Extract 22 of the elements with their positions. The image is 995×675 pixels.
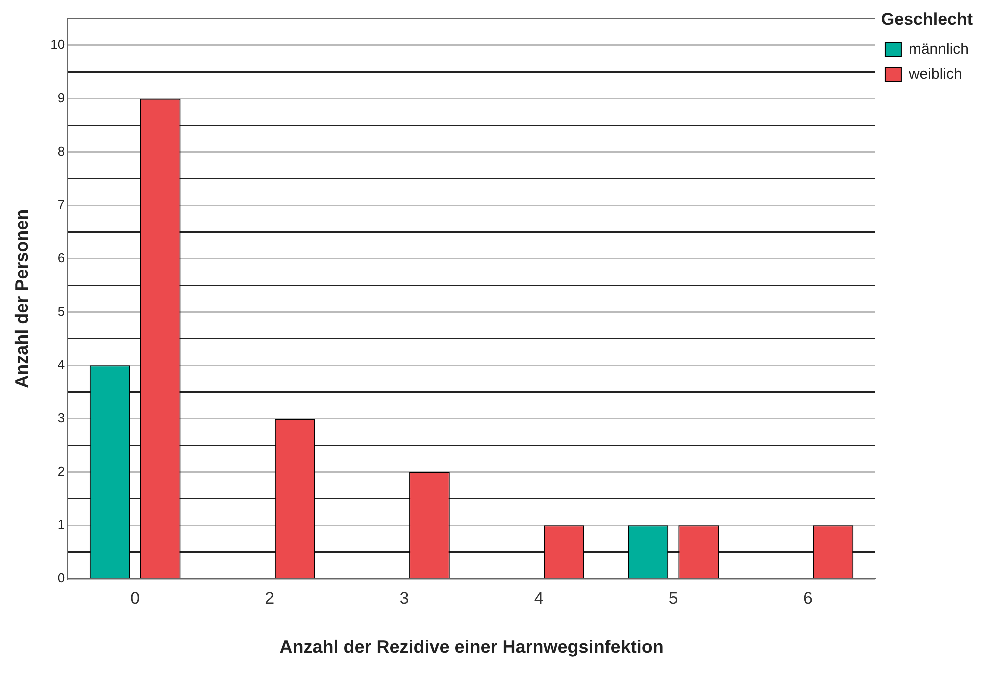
legend-label: männlich bbox=[908, 41, 969, 58]
y-tick-label: 9 bbox=[58, 90, 66, 106]
y-tick-label: 4 bbox=[58, 357, 66, 372]
y-tick-label: 2 bbox=[58, 464, 66, 479]
y-tick-label: 3 bbox=[58, 410, 66, 426]
y-tick-label: 10 bbox=[50, 37, 66, 52]
x-axis-title: Anzahl der Rezidive einer Harnwegsinfektion bbox=[280, 637, 664, 658]
legend-title: Geschlecht bbox=[881, 10, 974, 30]
y-tick-label: 0 bbox=[58, 570, 66, 586]
y-tick-label: 5 bbox=[58, 304, 66, 319]
y-tick-label: 1 bbox=[58, 517, 66, 532]
y-tick-label: 6 bbox=[58, 250, 66, 266]
y-axis-title: Anzahl der Personen bbox=[12, 209, 32, 388]
x-tick-label: 6 bbox=[803, 588, 813, 608]
y-tick-label: 7 bbox=[58, 197, 66, 212]
y-tick-label: 8 bbox=[58, 144, 66, 159]
x-tick-label: 3 bbox=[400, 588, 410, 608]
x-tick-label: 4 bbox=[534, 588, 544, 608]
x-tick-label: 0 bbox=[130, 588, 140, 608]
x-tick-label: 2 bbox=[265, 588, 275, 608]
legend-label: weiblich bbox=[908, 66, 962, 84]
x-tick-label: 5 bbox=[668, 588, 678, 608]
